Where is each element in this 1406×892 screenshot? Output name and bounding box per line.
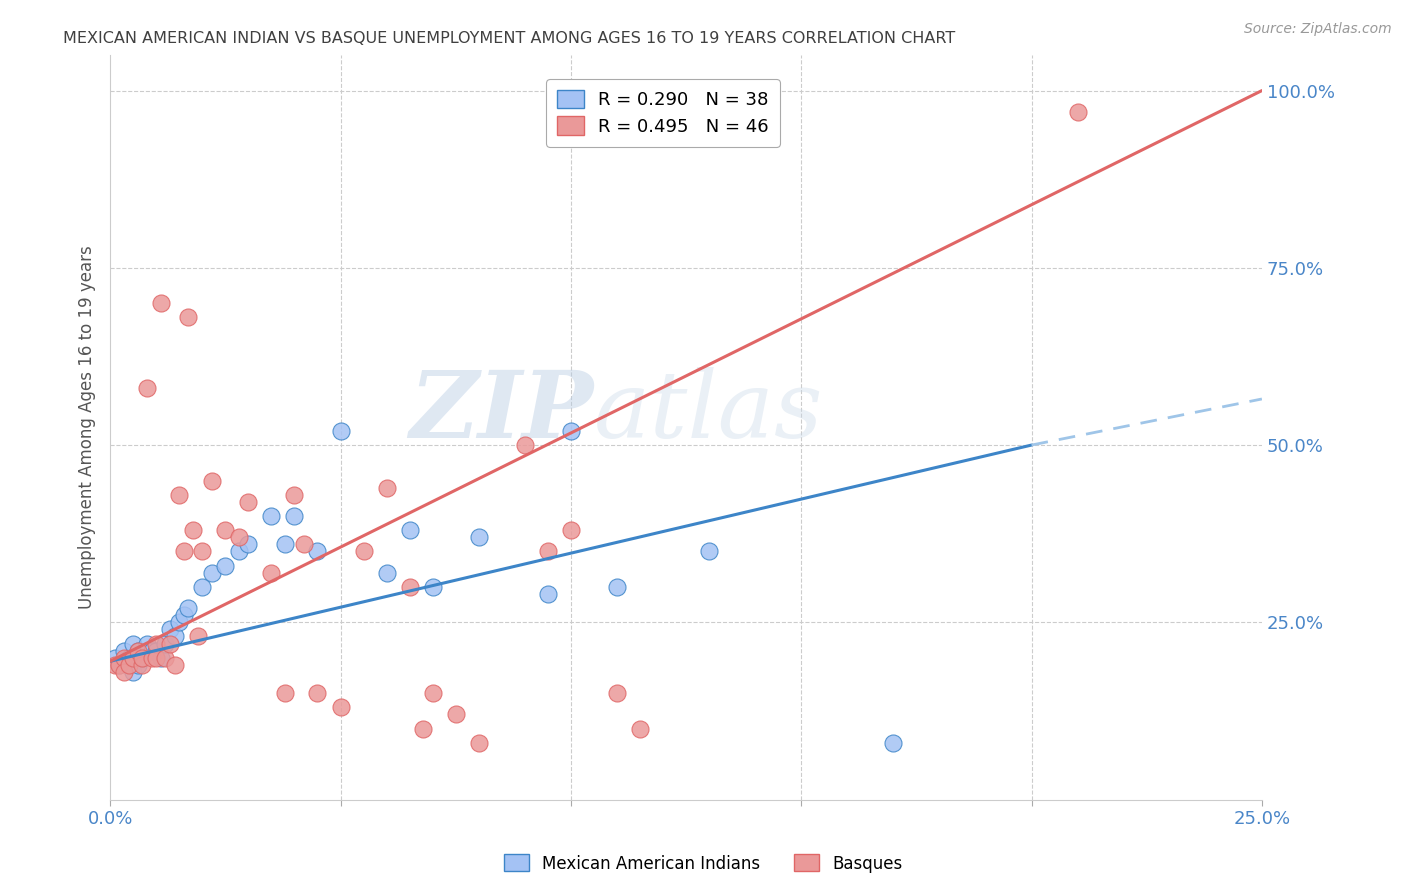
Point [191,580,214,594]
Point [560,523,582,537]
Point [274,537,297,551]
Y-axis label: Unemployment Among Ages 16 to 19 years: Unemployment Among Ages 16 to 19 years [79,245,96,609]
Point [375,566,398,580]
Point [163,630,186,644]
Point [513,438,536,452]
Point [537,544,560,558]
Point [136,636,159,650]
Point [112,650,135,665]
Point [560,424,582,438]
Point [214,523,236,537]
Point [131,650,153,665]
Point [260,508,283,523]
Point [412,722,434,736]
Point [697,544,720,558]
Point [149,296,172,310]
Point [375,481,398,495]
Point [181,523,204,537]
Point [167,615,190,630]
Point [155,636,177,650]
Point [117,650,139,665]
Point [149,650,172,665]
Point [141,643,163,657]
Point [329,424,352,438]
Legend: Mexican American Indians, Basques: Mexican American Indians, Basques [498,847,908,880]
Point [104,650,127,665]
Point [274,686,297,700]
Point [260,566,283,580]
Point [228,544,250,558]
Point [155,650,177,665]
Point [177,601,200,615]
Point [283,488,305,502]
Point [108,657,131,672]
Point [173,544,195,558]
Point [307,544,329,558]
Point [398,523,420,537]
Point [200,474,222,488]
Point [537,587,560,601]
Point [108,657,131,672]
Point [238,495,260,509]
Point [307,686,329,700]
Point [167,488,190,502]
Point [606,686,628,700]
Point [163,657,186,672]
Legend: R = 0.290   N = 38, R = 0.495   N = 46: R = 0.290 N = 38, R = 0.495 N = 46 [546,79,780,146]
Point [1066,104,1088,119]
Point [228,530,250,544]
Text: MEXICAN AMERICAN INDIAN VS BASQUE UNEMPLOYMENT AMONG AGES 16 TO 19 YEARS CORRELA: MEXICAN AMERICAN INDIAN VS BASQUE UNEMPL… [63,31,956,46]
Point [136,381,159,395]
Point [200,566,222,580]
Point [283,508,305,523]
Point [159,623,181,637]
Point [112,665,135,679]
Point [122,636,145,650]
Point [145,636,167,650]
Point [422,686,444,700]
Point [127,643,149,657]
Point [292,537,315,551]
Point [238,537,260,551]
Point [127,643,149,657]
Point [112,643,135,657]
Point [173,608,195,623]
Point [882,736,904,750]
Point [353,544,375,558]
Text: Source: ZipAtlas.com: Source: ZipAtlas.com [1244,22,1392,37]
Point [214,558,236,573]
Point [131,657,153,672]
Point [444,707,467,722]
Point [191,544,214,558]
Point [467,530,489,544]
Point [145,650,167,665]
Point [127,657,149,672]
Point [606,580,628,594]
Point [398,580,420,594]
Point [141,650,163,665]
Point [117,657,139,672]
Point [131,650,153,665]
Point [467,736,489,750]
Point [145,643,167,657]
Point [122,650,145,665]
Point [422,580,444,594]
Point [104,657,127,672]
Point [159,636,181,650]
Point [122,665,145,679]
Point [177,310,200,325]
Point [329,700,352,714]
Text: atlas: atlas [593,368,824,458]
Point [628,722,651,736]
Point [187,630,209,644]
Text: ZIP: ZIP [409,368,593,458]
